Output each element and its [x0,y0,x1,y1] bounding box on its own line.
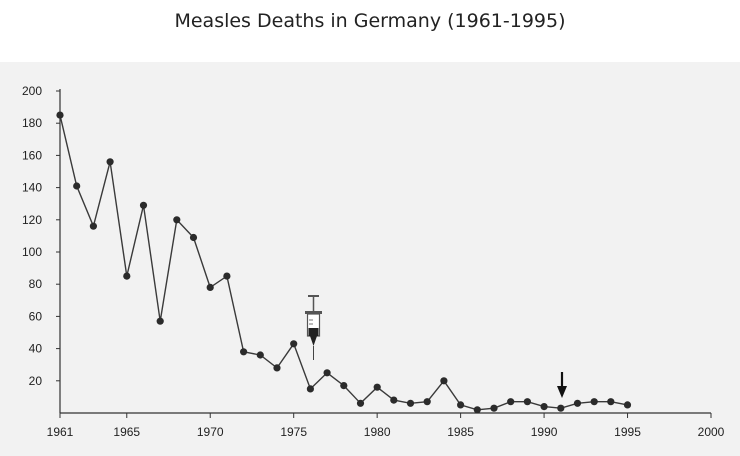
chart-axes [59,89,711,414]
data-point [156,317,164,325]
y-tick-label: 120 [22,213,42,227]
data-point [406,399,415,407]
x-tick-label: 1995 [614,425,641,439]
data-point [373,383,381,391]
page-title: Measles Deaths in Germany (1961-1995) [174,10,566,32]
series-line [59,114,628,411]
data-point [423,398,431,406]
data-point [340,382,348,390]
data-point [123,272,131,280]
y-tick-label: 80 [29,277,43,291]
data-point [473,406,481,414]
chart-area: 20 40 60 80 100 120 140 160 180 200 1961 1965 1970 1… [0,62,740,456]
x-tick-label: 1980 [364,425,391,439]
data-point [323,369,331,377]
y-tick-label: 100 [22,245,42,259]
data-point [106,158,114,166]
data-point [73,182,81,190]
data-point [290,340,298,348]
data-point [139,201,148,209]
syringe-icon [305,295,322,360]
data-point [56,111,64,119]
data-point [457,401,465,409]
x-tick-label: 1975 [280,425,307,439]
data-point [540,403,548,411]
data-point [173,216,181,224]
y-tick-label: 20 [29,374,43,388]
x-tick-label: 1990 [531,425,558,439]
x-tick-label: 2000 [698,425,725,439]
x-axis-ticks: 1961 1965 1970 1975 1980 1985 1990 1995 2000 [47,413,725,439]
data-point [507,398,515,406]
y-tick-label: 200 [22,84,42,98]
data-point [240,348,248,356]
y-tick-label: 160 [22,148,42,162]
x-tick-label: 1965 [113,425,140,439]
y-tick-label: 140 [22,181,42,195]
data-point [356,399,365,407]
y-axis-ticks: 20 40 60 80 100 120 140 160 180 200 [22,84,60,388]
data-point [189,233,198,242]
data-point [89,222,97,230]
data-point [523,398,532,406]
data-point [440,377,448,385]
data-point [306,385,314,393]
x-tick-label: 1985 [447,425,474,439]
data-point [557,404,565,412]
data-point [623,401,632,409]
x-tick-label: 1961 [47,425,74,439]
data-point [490,404,498,412]
y-tick-label: 60 [29,309,43,323]
data-point [573,399,582,407]
data-point [256,351,264,359]
arrow-down-icon [557,372,567,398]
y-tick-label: 40 [29,342,43,356]
data-point [590,398,598,406]
series-markers [56,111,632,414]
data-point [223,272,231,280]
data-point [273,364,281,372]
y-tick-label: 180 [22,116,42,130]
data-point [390,396,398,404]
x-tick-label: 1970 [197,425,224,439]
data-point [607,398,615,406]
data-point [206,283,214,291]
